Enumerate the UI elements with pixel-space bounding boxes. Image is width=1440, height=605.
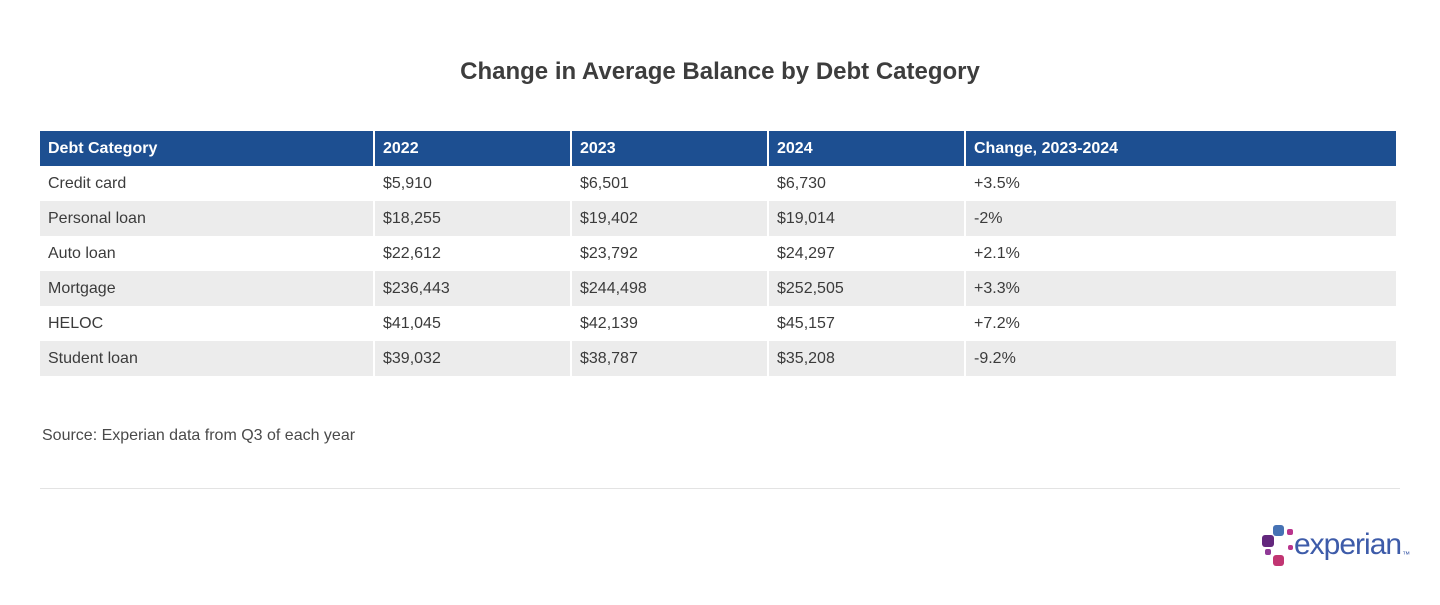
cell-2022: $18,255 [373, 201, 570, 236]
infographic-page: Change in Average Balance by Debt Catego… [0, 58, 1440, 605]
column-header-2024: 2024 [767, 131, 964, 166]
logo-square-blue-icon [1273, 525, 1284, 536]
cell-2023: $19,402 [570, 201, 767, 236]
table-row-credit-card: Credit card $5,910 $6,501 $6,730 +3.5% [40, 166, 1396, 201]
debt-balance-table: Debt Category 2022 2023 2024 Change, 202… [40, 131, 1396, 376]
cell-2024: $35,208 [767, 341, 964, 376]
cell-category: Mortgage [40, 271, 373, 306]
column-header-2022: 2022 [373, 131, 570, 166]
cell-2022: $5,910 [373, 166, 570, 201]
cell-2022: $22,612 [373, 236, 570, 271]
logo-square-purple-small-icon [1265, 549, 1271, 555]
column-header-debt-category: Debt Category [40, 131, 373, 166]
cell-change: +7.2% [964, 306, 1396, 341]
cell-2024: $24,297 [767, 236, 964, 271]
column-header-change: Change, 2023-2024 [964, 131, 1396, 166]
experian-squares-icon [1254, 516, 1294, 576]
logo-square-magenta-small-icon [1287, 529, 1293, 535]
logo-square-purple-large-icon [1262, 535, 1274, 547]
source-note: Source: Experian data from Q3 of each ye… [42, 427, 356, 444]
footer-divider [40, 488, 1400, 489]
cell-2022: $236,443 [373, 271, 570, 306]
cell-2023: $244,498 [570, 271, 767, 306]
cell-category: Personal loan [40, 201, 373, 236]
cell-category: HELOC [40, 306, 373, 341]
table-row-student-loan: Student loan $39,032 $38,787 $35,208 -9.… [40, 341, 1396, 376]
cell-2024: $252,505 [767, 271, 964, 306]
cell-category: Student loan [40, 341, 373, 376]
footer-logo-row: experian ™ [40, 516, 1410, 576]
cell-2024: $6,730 [767, 166, 964, 201]
cell-category: Auto loan [40, 236, 373, 271]
cell-2023: $42,139 [570, 306, 767, 341]
table-row-heloc: HELOC $41,045 $42,139 $45,157 +7.2% [40, 306, 1396, 341]
cell-change: +2.1% [964, 236, 1396, 271]
cell-change: +3.3% [964, 271, 1396, 306]
cell-change: -9.2% [964, 341, 1396, 376]
experian-logo: experian ™ [1254, 516, 1410, 576]
cell-2023: $38,787 [570, 341, 767, 376]
trademark-symbol: ™ [1402, 550, 1411, 559]
cell-2022: $39,032 [373, 341, 570, 376]
table-row-auto-loan: Auto loan $22,612 $23,792 $24,297 +2.1% [40, 236, 1396, 271]
page-title: Change in Average Balance by Debt Catego… [460, 58, 980, 85]
table-row-personal-loan: Personal loan $18,255 $19,402 $19,014 -2… [40, 201, 1396, 236]
logo-square-pink-icon [1273, 555, 1284, 566]
cell-2023: $6,501 [570, 166, 767, 201]
column-header-2023: 2023 [570, 131, 767, 166]
logo-square-magenta-tiny-icon [1288, 545, 1293, 550]
cell-2024: $19,014 [767, 201, 964, 236]
table-row-mortgage: Mortgage $236,443 $244,498 $252,505 +3.3… [40, 271, 1396, 306]
cell-2022: $41,045 [373, 306, 570, 341]
cell-2024: $45,157 [767, 306, 964, 341]
cell-change: -2% [964, 201, 1396, 236]
table-header-row: Debt Category 2022 2023 2024 Change, 202… [40, 131, 1396, 166]
cell-category: Credit card [40, 166, 373, 201]
cell-2023: $23,792 [570, 236, 767, 271]
cell-change: +3.5% [964, 166, 1396, 201]
experian-wordmark: experian [1294, 528, 1402, 561]
